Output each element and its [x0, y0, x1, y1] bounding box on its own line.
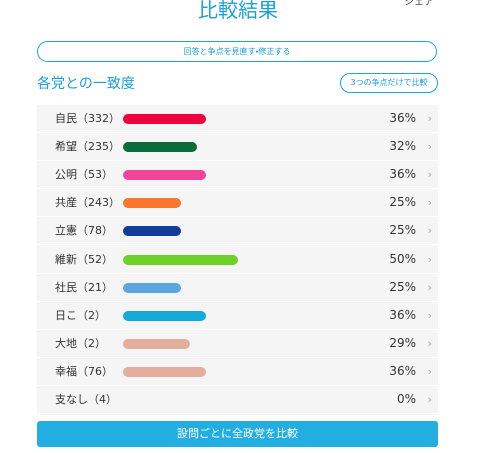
match-percent: 36% [389, 307, 416, 322]
party-row[interactable]: 共産（243） 25% › [37, 189, 438, 218]
match-bar [123, 310, 206, 321]
chevron-icon: › [427, 280, 432, 294]
party-row[interactable]: 自民（332） 36% › [37, 105, 438, 133]
match-percent: 0% [396, 392, 416, 406]
party-name: 幸福（76） [55, 364, 113, 378]
match-bar [123, 142, 197, 153]
party-row[interactable]: 社民（21） 25% › [37, 274, 438, 302]
party-row[interactable]: 支なし（4） 0% › [37, 386, 438, 414]
match-bar [123, 338, 190, 349]
match-bar [123, 282, 181, 293]
party-row[interactable]: 幸福（76） 36% › [37, 358, 438, 386]
party-name: 維新（52） [55, 252, 113, 266]
match-bar [123, 226, 181, 237]
chevron-icon: › [427, 364, 432, 378]
party-name: 公明（53） [55, 168, 113, 182]
match-percent: 25% [389, 195, 416, 210]
party-row[interactable]: 希望（235） 32% › [37, 133, 438, 162]
match-bar [123, 366, 206, 377]
share-link[interactable]: シェア [404, 0, 434, 8]
party-row[interactable]: 立憲（78） 25% › [37, 217, 438, 246]
match-percent: 36% [389, 111, 416, 125]
page-title: 比較結果 [198, 0, 278, 22]
party-name: 支なし（4） [55, 393, 117, 406]
party-row[interactable]: 維新（52） 50% › [37, 246, 438, 274]
match-percent: 36% [389, 363, 416, 378]
chevron-icon: › [427, 140, 432, 154]
party-name: 自民（332） [55, 112, 120, 125]
chevron-icon: › [427, 168, 432, 182]
chevron-icon: › [427, 336, 432, 350]
chevron-icon: › [427, 393, 432, 406]
match-percent: 50% [389, 251, 416, 266]
filter-button[interactable]: 3つの争点だけで比較 [340, 73, 438, 93]
chevron-icon: › [427, 308, 432, 322]
party-name: 希望（235） [55, 140, 120, 154]
party-name: 社民（21） [55, 280, 113, 294]
match-percent: 25% [389, 223, 416, 238]
section-title: 各党との一致度 [37, 76, 135, 92]
party-name: 大地（2） [55, 336, 106, 350]
party-list: 自民（332） 36% › 希望（235） 32% › 公明（53） 36% › 共産（243） 2… [37, 105, 438, 415]
party-row[interactable]: 公明（53） 36% › [37, 161, 438, 190]
chevron-icon: › [427, 196, 432, 210]
match-bar [123, 170, 206, 181]
party-row[interactable]: 日こ（2） 36% › [37, 302, 438, 330]
match-bar [123, 198, 181, 209]
party-row[interactable]: 大地（2） 29% › [37, 330, 438, 358]
party-name: 共産（243） [55, 196, 120, 210]
match-percent: 25% [389, 279, 416, 294]
match-percent: 36% [389, 167, 416, 182]
match-percent: 29% [389, 335, 416, 350]
party-name: 立憲（78） [55, 224, 113, 238]
match-bar [123, 254, 238, 265]
party-name: 日こ（2） [55, 308, 106, 322]
chevron-icon: › [427, 252, 432, 266]
compare-button[interactable]: 設問ごとに全政党を比較 [37, 421, 438, 447]
review-button[interactable]: 回答と争点を見直す・修正する [37, 41, 437, 62]
match-bar [123, 114, 206, 124]
chevron-icon: › [427, 112, 432, 125]
match-percent: 32% [389, 139, 416, 154]
chevron-icon: › [427, 224, 432, 238]
